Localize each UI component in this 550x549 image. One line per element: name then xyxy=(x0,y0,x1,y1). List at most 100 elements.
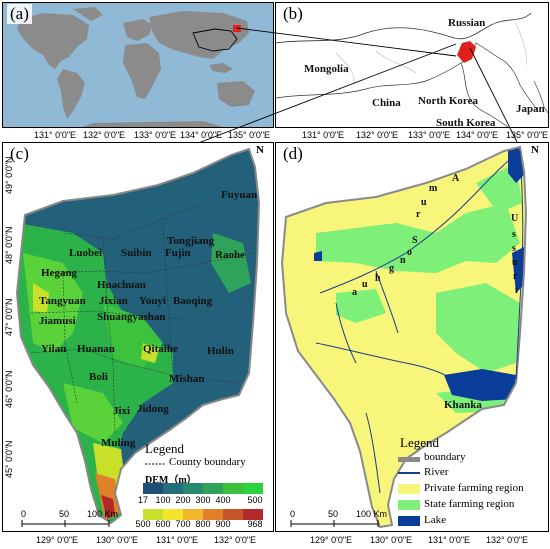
dem-ramp-label: 700 xyxy=(175,519,191,529)
top-lon-tick: 132° 0'0"E xyxy=(83,130,126,140)
dem-ramp-cell xyxy=(183,509,203,520)
river-songhua-letter: u xyxy=(362,279,368,290)
dem-ramp-cell xyxy=(243,483,263,494)
panel-b-label: (b) xyxy=(280,4,306,24)
panel-a-world-map: (a) xyxy=(2,2,274,128)
dem-ramp-cell xyxy=(243,509,263,520)
landuse-map xyxy=(280,145,528,529)
county-label: Qitaihe xyxy=(143,343,178,355)
river-songhua-letter: g xyxy=(389,263,394,274)
dem-ramp-label: 300 xyxy=(195,495,211,505)
panel-d-landuse-map: (d) N A m u r S o n g h u a U s s u r i … xyxy=(275,142,549,532)
lat-tick: 48° 0'0"N xyxy=(4,226,14,264)
top-lon-tick: 131° 0'0"E xyxy=(34,130,77,140)
top-lon-tick: 135° 0'0"E xyxy=(506,130,549,140)
legend-d-item: State farming region xyxy=(424,498,515,510)
dem-ramp-cell xyxy=(143,509,163,520)
river-songhua-letter: S xyxy=(412,235,418,246)
river-amur-letter: m xyxy=(429,183,438,194)
scale-label: 0 xyxy=(21,509,27,519)
top-lon-tick: 134° 0'0"E xyxy=(180,130,223,140)
dem-ramp-cell xyxy=(223,509,243,520)
dem-ramp-label: 17 xyxy=(137,495,148,505)
lake-label: Khanka xyxy=(444,399,482,411)
top-lon-tick: 134° 0'0"E xyxy=(456,130,499,140)
bottom-lon-tick: 129° 0'0"E xyxy=(310,535,353,545)
panel-c-dem-map: (c) N Fuyuan Tongjiang Luobei Suibin Fuj… xyxy=(2,142,274,532)
top-lon-tick: 133° 0'0"E xyxy=(408,130,451,140)
dem-ramp-label: 900 xyxy=(215,519,231,529)
dem-ramp-cell xyxy=(163,509,183,520)
river-songhua-letter: a xyxy=(352,287,357,298)
north-arrow-c: N xyxy=(256,144,264,156)
scale-label: 100 Km xyxy=(356,509,388,519)
legend-d-item: River xyxy=(424,466,449,478)
river-songhua-letter: o xyxy=(407,247,412,258)
scale-label: 0 xyxy=(290,509,296,519)
county-label: Hegang xyxy=(41,267,78,279)
country-china: China xyxy=(372,97,401,109)
county-label: Jixian xyxy=(99,295,128,307)
legend-d-item: boundary xyxy=(424,451,466,463)
county-label: Huanan xyxy=(77,343,115,355)
top-lon-tick: 132° 0'0"E xyxy=(356,130,399,140)
dem-ramp-label: 500 xyxy=(135,519,151,529)
dem-ramp-cell xyxy=(183,483,203,494)
county-label: Baoqing xyxy=(173,295,213,307)
county-label: Youyi xyxy=(139,295,166,307)
bottom-lon-tick: 129° 0'0"E xyxy=(36,535,79,545)
county-label: Suibin xyxy=(121,247,152,259)
county-label: Tangyuan xyxy=(39,295,86,307)
dem-ramp-label: 400 xyxy=(215,495,231,505)
scale-label: 100 Km xyxy=(87,509,119,519)
river-ussuri-letter: s xyxy=(512,243,516,254)
legend-d-swatch-river xyxy=(398,472,420,474)
county-label: Shuangyashan xyxy=(97,311,166,323)
country-mongolia: Mongolia xyxy=(304,63,349,75)
legend-d-item: Private farming region xyxy=(424,482,524,494)
river-amur-letter: u xyxy=(421,197,427,208)
panel-d-label: (d) xyxy=(280,144,306,164)
dem-ramp-cell xyxy=(203,483,223,494)
county-label: Jiamusi xyxy=(39,315,76,327)
dem-ramp-label: 968 xyxy=(247,519,263,529)
bottom-lon-tick: 132° 0'0"E xyxy=(486,535,529,545)
county-label: Hulin xyxy=(207,345,234,357)
bottom-lon-tick: 132° 0'0"E xyxy=(214,535,257,545)
river-ussuri-letter: i xyxy=(515,285,518,296)
lat-tick: 45° 0'0"N xyxy=(4,440,14,478)
dem-ramp-label: 800 xyxy=(195,519,211,529)
county-label: Jixi xyxy=(113,405,131,417)
dem-ramp-label: 100 xyxy=(155,495,171,505)
dem-map xyxy=(15,147,261,525)
river-songhua-letter: n xyxy=(400,255,406,266)
river-ussuri-letter: r xyxy=(513,271,518,282)
county-label: Jidong xyxy=(137,403,169,415)
top-lon-tick: 135° 0'0"E xyxy=(228,130,271,140)
dem-ramp-label: 500 xyxy=(247,495,263,505)
lat-tick: 46° 0'0"N xyxy=(4,370,14,408)
panel-c-label: (c) xyxy=(7,144,32,164)
country-north-korea: North Korea xyxy=(418,95,478,107)
legend-d-swatch-lake xyxy=(398,516,420,526)
county-boundary-swatch xyxy=(145,463,165,465)
river-ussuri-letter: U xyxy=(511,213,519,224)
bottom-lon-tick: 131° 0'0"E xyxy=(156,535,199,545)
dem-ramp-label: 600 xyxy=(155,519,171,529)
bottom-lon-tick: 130° 0'0"E xyxy=(96,535,139,545)
legend-c-title: Legend xyxy=(145,441,184,456)
legend-d-swatch-boundary xyxy=(398,457,420,462)
scale-label: 50 xyxy=(59,509,70,519)
county-label: Muling xyxy=(101,437,136,449)
county-label: Luobei xyxy=(69,247,103,259)
top-lon-tick: 131° 0'0"E xyxy=(302,130,345,140)
top-lon-tick: 133° 0'0"E xyxy=(134,130,177,140)
dem-ramp-cell xyxy=(223,483,243,494)
river-amur-letter: A xyxy=(452,173,460,184)
country-japan: Japan xyxy=(516,103,545,115)
scale-bar-c xyxy=(21,520,110,527)
dem-ramp-cell xyxy=(163,483,183,494)
county-label: Raohe xyxy=(215,249,245,261)
scale-bar-d xyxy=(290,520,379,527)
river-ussuri-letter: u xyxy=(512,257,518,268)
